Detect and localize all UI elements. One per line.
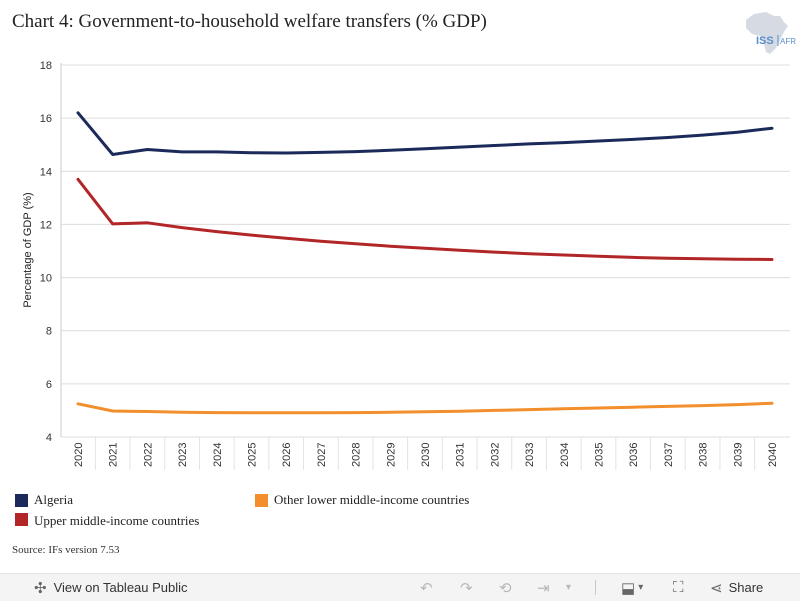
series-line-1[interactable] <box>76 177 774 261</box>
x-tick-label: 2034 <box>559 443 571 467</box>
y-axis-label: Percentage of GDP (%) <box>22 192 34 307</box>
y-tick-label: 4 <box>46 432 52 444</box>
x-tick-label: 2029 <box>385 443 397 467</box>
series-line-0[interactable] <box>76 111 774 156</box>
tableau-logo-icon: ✣ <box>34 579 47 597</box>
y-tick-label: 18 <box>40 60 52 72</box>
share-icon: ⋖ <box>710 579 723 597</box>
y-tick-label: 14 <box>40 166 52 178</box>
legend-label: Upper middle-income countries <box>34 513 200 528</box>
revert-icon[interactable]: ⟲ <box>499 579 512 597</box>
iss-africa-logo[interactable]: ISS AFR <box>736 10 796 56</box>
chart-title: Chart 4: Government-to-household welfare… <box>12 11 487 32</box>
view-on-tableau-button[interactable]: ✣ View on Tableau Public <box>34 574 188 601</box>
x-tick-label: 2037 <box>663 443 675 467</box>
y-axis-ticks: 4 6 8 10 12 14 16 18 <box>40 60 52 444</box>
y-tick-label: 6 <box>46 379 52 391</box>
x-tick-label: 2040 <box>767 443 779 467</box>
x-tick-label: 2021 <box>108 443 120 467</box>
logo-text-secondary: AFR <box>780 37 796 46</box>
gridlines <box>60 63 790 470</box>
x-tick-label: 2031 <box>455 443 467 467</box>
redo-icon[interactable]: ↷ <box>460 579 473 597</box>
legend-item-algeria[interactable]: Algeria <box>15 492 73 508</box>
legend-swatch <box>255 493 268 507</box>
x-tick-label: 2028 <box>351 443 363 467</box>
legend-item-other-lower-middle-income[interactable]: Other lower middle-income countries <box>255 492 469 508</box>
undo-icon[interactable]: ↶ <box>420 579 433 597</box>
y-tick-label: 8 <box>46 326 52 338</box>
view-on-tableau-label: View on Tableau Public <box>53 580 188 595</box>
share-label: Share <box>728 580 764 595</box>
legend-label: Other lower middle-income countries <box>274 492 470 507</box>
legend-item-upper-middle-income[interactable]: Upper middle-income countries <box>15 513 199 528</box>
y-tick-label: 12 <box>40 219 52 231</box>
x-tick-label: 2024 <box>212 443 224 467</box>
x-tick-label: 2035 <box>594 443 606 467</box>
x-tick-label: 2036 <box>628 443 640 467</box>
x-tick-label: 2027 <box>316 443 328 467</box>
x-tick-label: 2023 <box>177 443 189 467</box>
x-tick-label: 2039 <box>732 443 744 467</box>
x-tick-label: 2033 <box>524 443 536 467</box>
pause-dropdown-icon[interactable]: ▾ <box>566 582 572 593</box>
x-tick-label: 2022 <box>142 443 154 467</box>
x-tick-label: 2020 <box>73 443 85 467</box>
x-tick-label: 2032 <box>489 443 501 467</box>
y-tick-label: 10 <box>40 273 52 285</box>
x-axis-ticks: 2020 2021 2022 2023 2024 2025 2026 2027 2028 2029… <box>73 443 779 467</box>
x-tick-label: 2030 <box>420 443 432 467</box>
logo-text: ISS <box>756 35 774 47</box>
source-note: Source: IFs version 7.53 <box>12 544 120 556</box>
series-lines <box>76 111 774 415</box>
share-button[interactable]: ⋖ Share <box>710 574 763 601</box>
toolbar-divider <box>595 574 596 601</box>
tableau-toolbar: ✣ View on Tableau Public ↶ ↷ ⟲ ⇥ ▾ ⬓ ▾ ⛶ … <box>0 573 800 601</box>
fullscreen-icon[interactable]: ⛶ <box>673 579 684 596</box>
legend-label: Algeria <box>34 492 73 507</box>
x-tick-label: 2038 <box>698 443 710 467</box>
x-tick-label: 2026 <box>281 443 293 467</box>
refresh-icon[interactable]: ⇥ <box>537 579 550 597</box>
legend-swatch <box>15 493 28 507</box>
x-tick-label: 2025 <box>247 443 259 467</box>
series-line-2[interactable] <box>76 401 774 415</box>
y-tick-label: 16 <box>40 113 52 125</box>
legend-swatch <box>15 513 28 526</box>
download-icon[interactable]: ⬓ ▾ <box>621 579 644 597</box>
